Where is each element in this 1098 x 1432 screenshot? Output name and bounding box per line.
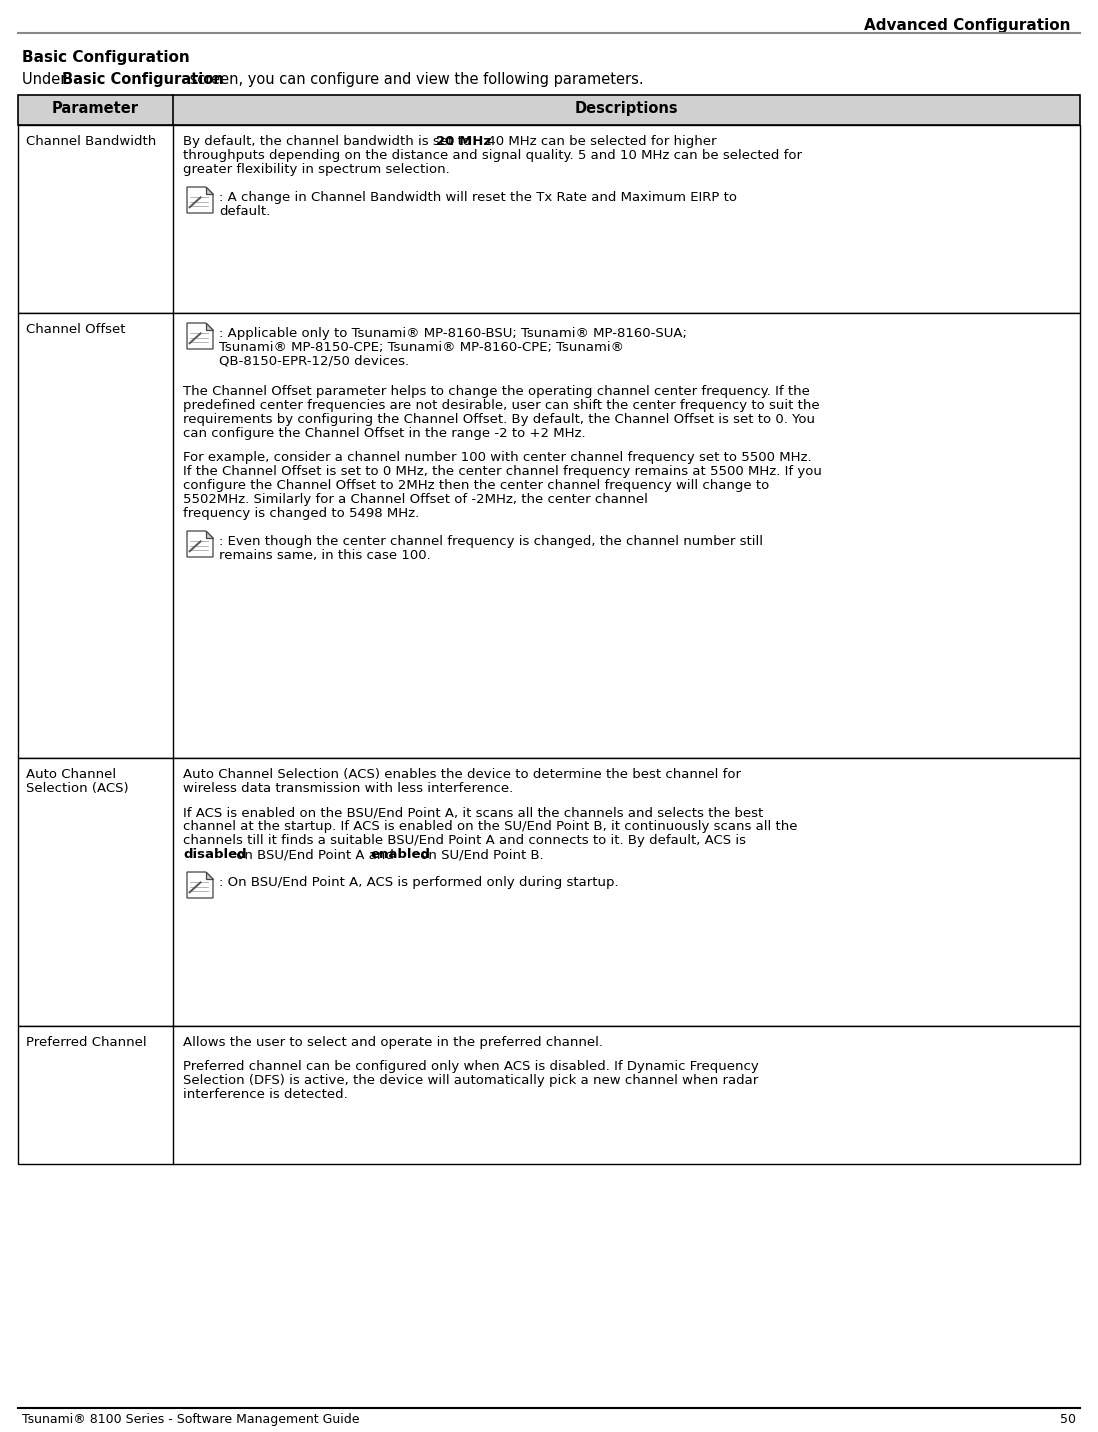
Text: Auto Channel Selection (ACS) enables the device to determine the best channel fo: Auto Channel Selection (ACS) enables the… <box>183 768 741 780</box>
Text: Basic Configuration: Basic Configuration <box>22 50 190 64</box>
Text: can configure the Channel Offset in the range -2 to +2 MHz.: can configure the Channel Offset in the … <box>183 427 585 440</box>
Text: disabled: disabled <box>183 848 247 861</box>
Text: interference is detected.: interference is detected. <box>183 1088 348 1101</box>
Text: QB-8150-EPR-12/50 devices.: QB-8150-EPR-12/50 devices. <box>219 355 410 368</box>
Bar <box>18 125 1080 314</box>
Polygon shape <box>205 872 213 879</box>
Text: Descriptions: Descriptions <box>574 102 679 116</box>
Text: Selection (ACS): Selection (ACS) <box>26 782 128 795</box>
Text: Allows the user to select and operate in the preferred channel.: Allows the user to select and operate in… <box>183 1035 603 1050</box>
Polygon shape <box>187 531 213 557</box>
Polygon shape <box>187 188 213 213</box>
Text: : Even though the center channel frequency is changed, the channel number still: : Even though the center channel frequen… <box>219 536 763 548</box>
Text: on SU/End Point B.: on SU/End Point B. <box>416 848 544 861</box>
Polygon shape <box>187 872 213 898</box>
Polygon shape <box>205 324 213 331</box>
Text: : On BSU/End Point A, ACS is performed only during startup.: : On BSU/End Point A, ACS is performed o… <box>219 876 618 889</box>
Text: Tsunami® MP-8150-CPE; Tsunami® MP-8160-CPE; Tsunami®: Tsunami® MP-8150-CPE; Tsunami® MP-8160-C… <box>219 341 624 354</box>
Polygon shape <box>205 188 213 195</box>
Text: The Channel Offset parameter helps to change the operating channel center freque: The Channel Offset parameter helps to ch… <box>183 385 810 398</box>
Polygon shape <box>205 531 213 538</box>
Text: Under: Under <box>22 72 71 87</box>
Bar <box>18 314 1080 758</box>
Text: 5502MHz. Similarly for a Channel Offset of -2MHz, the center channel: 5502MHz. Similarly for a Channel Offset … <box>183 493 648 505</box>
Bar <box>18 758 1080 1025</box>
Text: wireless data transmission with less interference.: wireless data transmission with less int… <box>183 782 513 795</box>
Text: Auto Channel: Auto Channel <box>26 768 116 780</box>
Text: greater flexibility in spectrum selection.: greater flexibility in spectrum selectio… <box>183 163 450 176</box>
Bar <box>18 1025 1080 1164</box>
Text: Preferred channel can be configured only when ACS is disabled. If Dynamic Freque: Preferred channel can be configured only… <box>183 1060 759 1073</box>
Text: : Applicable only to Tsunami® MP-8160-BSU; Tsunami® MP-8160-SUA;: : Applicable only to Tsunami® MP-8160-BS… <box>219 326 687 339</box>
Text: requirements by configuring the Channel Offset. By default, the Channel Offset i: requirements by configuring the Channel … <box>183 412 815 425</box>
Text: Tsunami® 8100 Series - Software Management Guide: Tsunami® 8100 Series - Software Manageme… <box>22 1413 359 1426</box>
Text: Advanced Configuration: Advanced Configuration <box>863 19 1069 33</box>
Bar <box>18 95 1080 125</box>
Text: 20 MHz: 20 MHz <box>436 135 491 147</box>
Text: frequency is changed to 5498 MHz.: frequency is changed to 5498 MHz. <box>183 507 419 520</box>
Text: throughputs depending on the distance and signal quality. 5 and 10 MHz can be se: throughputs depending on the distance an… <box>183 149 802 162</box>
Text: If the Channel Offset is set to 0 MHz, the center channel frequency remains at 5: If the Channel Offset is set to 0 MHz, t… <box>183 465 822 478</box>
Text: . 40 MHz can be selected for higher: . 40 MHz can be selected for higher <box>479 135 717 147</box>
Text: on BSU/End Point A and: on BSU/End Point A and <box>232 848 399 861</box>
Text: : A change in Channel Bandwidth will reset the Tx Rate and Maximum EIRP to: : A change in Channel Bandwidth will res… <box>219 190 737 203</box>
Text: Channel Bandwidth: Channel Bandwidth <box>26 135 156 147</box>
Text: channels till it finds a suitable BSU/End Point A and connects to it. By default: channels till it finds a suitable BSU/En… <box>183 833 746 846</box>
Text: By default, the channel bandwidth is set to: By default, the channel bandwidth is set… <box>183 135 475 147</box>
Text: channel at the startup. If ACS is enabled on the SU/End Point B, it continuously: channel at the startup. If ACS is enable… <box>183 821 797 833</box>
Text: Basic Configuration: Basic Configuration <box>61 72 224 87</box>
Text: enabled: enabled <box>370 848 430 861</box>
Polygon shape <box>187 324 213 349</box>
Text: For example, consider a channel number 100 with center channel frequency set to : For example, consider a channel number 1… <box>183 451 811 464</box>
Text: If ACS is enabled on the BSU/End Point A, it scans all the channels and selects : If ACS is enabled on the BSU/End Point A… <box>183 806 763 819</box>
Text: 50: 50 <box>1060 1413 1076 1426</box>
Text: default.: default. <box>219 205 270 218</box>
Text: configure the Channel Offset to 2MHz then the center channel frequency will chan: configure the Channel Offset to 2MHz the… <box>183 478 770 493</box>
Text: Channel Offset: Channel Offset <box>26 324 125 337</box>
Text: Parameter: Parameter <box>52 102 139 116</box>
Text: remains same, in this case 100.: remains same, in this case 100. <box>219 548 430 561</box>
Text: predefined center frequencies are not desirable, user can shift the center frequ: predefined center frequencies are not de… <box>183 400 819 412</box>
Text: screen, you can configure and view the following parameters.: screen, you can configure and view the f… <box>184 72 643 87</box>
Text: Preferred Channel: Preferred Channel <box>26 1035 147 1050</box>
Text: Selection (DFS) is active, the device will automatically pick a new channel when: Selection (DFS) is active, the device wi… <box>183 1074 759 1087</box>
